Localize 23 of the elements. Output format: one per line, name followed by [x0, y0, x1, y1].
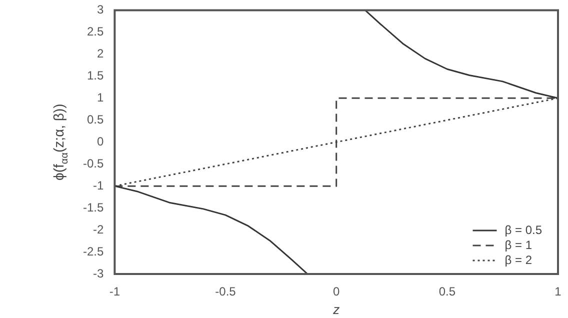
legend-label: β = 2 — [504, 252, 532, 267]
y-tick-label: -2 — [93, 222, 104, 236]
x-tick-label: -0.5 — [215, 284, 236, 299]
x-tick-label: 0.5 — [438, 284, 456, 299]
x-tick-label: 1 — [554, 284, 562, 299]
x-axis-title: z — [332, 302, 340, 317]
y-tick-label: 1 — [96, 90, 104, 104]
y-tick-label: -3 — [93, 266, 104, 280]
y-tick-label: -1.5 — [82, 200, 104, 214]
y-axis-title: ϕ(fαα(z;α, β)) — [50, 104, 70, 180]
y-tick-label: -1 — [93, 178, 104, 192]
y-tick-label: 2 — [96, 46, 104, 60]
y-tick-label: 1.5 — [86, 68, 104, 82]
x-tick-label: 0 — [332, 284, 340, 299]
y-tick-label: 0.5 — [86, 112, 104, 126]
legend-label: β = 1 — [504, 238, 532, 252]
y-tick-label: -0.5 — [82, 156, 104, 170]
y-tick-label: -2.5 — [82, 244, 104, 258]
y-tick-label: 2.5 — [86, 24, 104, 38]
y-tick-label: 0 — [96, 134, 104, 148]
x-tick-label: -1 — [109, 284, 120, 299]
y-tick-label: 3 — [96, 2, 104, 17]
legend-label: β = 0.5 — [504, 222, 542, 237]
